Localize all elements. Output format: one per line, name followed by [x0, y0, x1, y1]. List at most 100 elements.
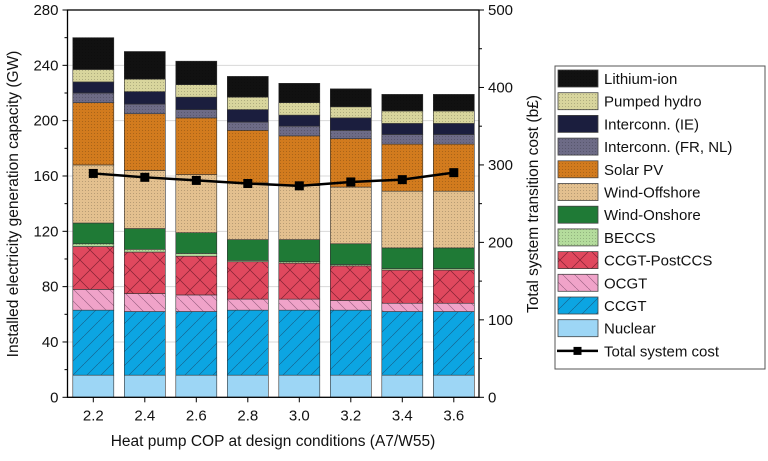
legend-swatch — [557, 115, 599, 133]
bar-segment-pattern — [278, 83, 320, 103]
bar-segment-pattern — [278, 299, 320, 311]
bar-segment-pattern — [227, 122, 269, 131]
bar-segment-pattern — [433, 303, 475, 312]
bar-segment-pattern — [330, 88, 372, 107]
bar-segment-pattern — [227, 182, 269, 240]
bar-segment — [278, 374, 321, 398]
bar-segment — [227, 239, 269, 261]
bar-segment — [329, 117, 372, 131]
bar-segment-pattern — [381, 311, 423, 376]
bar-segment-pattern — [278, 310, 320, 376]
y2-tick-label: 200 — [488, 234, 513, 251]
legend-line-marker — [573, 346, 582, 355]
bar-segment-pattern — [175, 253, 217, 257]
bar-segment — [432, 123, 475, 135]
x-tick-label: 3.4 — [392, 407, 413, 424]
bar-segment-pattern — [433, 94, 475, 111]
total-cost-marker — [346, 177, 356, 187]
legend-swatch — [557, 319, 599, 338]
x-tick-label: 3.0 — [289, 407, 310, 424]
bar-segment-pattern — [278, 102, 320, 116]
total-cost-marker — [88, 168, 98, 178]
bar-segment-pattern — [227, 76, 269, 98]
y2-tick-label: 300 — [488, 157, 513, 174]
bar-segment-pattern — [278, 263, 320, 300]
bar-segment-pattern — [433, 270, 475, 304]
bar-segment-pattern — [381, 270, 423, 304]
x-tick-label: 2.2 — [83, 407, 104, 424]
bar-segment-pattern — [72, 246, 114, 290]
bar-segment-pattern — [124, 113, 166, 171]
x-tick-label: 3.2 — [340, 407, 361, 424]
y-tick-label: 40 — [42, 334, 59, 351]
bar-segment-pattern — [381, 94, 423, 111]
bar-segment-pattern — [227, 260, 269, 262]
bar-segment — [72, 222, 115, 245]
bar-segment — [381, 247, 424, 269]
legend-label: CCGT-PostCCS — [604, 253, 712, 270]
bar-segment — [381, 123, 424, 135]
bar-segment-pattern — [433, 134, 475, 145]
x-axis-label: Heat pump COP at design conditions (A7/W… — [111, 433, 436, 450]
total-cost-marker — [294, 181, 304, 191]
legend-label: Interconn. (IE) — [604, 116, 699, 133]
bar-segment-pattern — [227, 310, 269, 376]
y2-tick-label: 100 — [488, 312, 513, 329]
bar-segment — [278, 239, 321, 263]
bar-segment-pattern — [330, 310, 372, 376]
y-tick-label: 80 — [42, 279, 59, 296]
bar-segment-pattern — [175, 311, 217, 376]
total-cost-marker — [140, 172, 150, 182]
bar-segment-pattern — [381, 268, 423, 271]
legend: Lithium-ion Pumped hydro Interconn. (IE) In… — [554, 65, 766, 370]
bar-segment — [124, 374, 166, 398]
bar-segment — [381, 374, 424, 398]
bar-segment-pattern — [433, 268, 475, 271]
bar-segment — [432, 374, 475, 398]
legend-swatch-pattern — [558, 274, 598, 292]
bars — [72, 37, 475, 398]
y-tick-label: 0 — [50, 389, 58, 406]
bar-segment-pattern — [330, 187, 372, 244]
bar-segment — [124, 228, 166, 250]
x-tick-label: 2.4 — [134, 407, 155, 424]
x-tick-label: 2.6 — [186, 407, 207, 424]
bar-segment-pattern — [278, 185, 320, 240]
legend-swatch-pattern — [558, 297, 598, 314]
bar-segment — [72, 374, 115, 398]
legend-swatch — [557, 205, 599, 224]
y2-tick-label: 400 — [488, 79, 513, 96]
y2-axis-label: Total system transition cost (b£) — [525, 95, 542, 313]
bar-segment-pattern — [124, 51, 166, 80]
bar-segment-pattern — [381, 144, 423, 192]
bar-segment-pattern — [381, 134, 423, 145]
bar-segment — [432, 247, 475, 269]
bar-segment-pattern — [227, 299, 269, 311]
bar-segment-pattern — [433, 110, 475, 124]
bar-segment-pattern — [433, 311, 475, 376]
bar-segment-pattern — [175, 84, 217, 98]
bar-segment-pattern — [124, 311, 166, 376]
legend-swatch-pattern — [558, 228, 598, 246]
y-tick-label: 200 — [33, 113, 58, 130]
bar-segment-pattern — [433, 191, 475, 248]
bar-segment — [124, 91, 166, 105]
bar-segment-pattern — [124, 252, 166, 294]
legend-label: Nuclear — [604, 321, 656, 338]
y-tick-label: 160 — [33, 168, 58, 185]
bar-segment-pattern — [381, 110, 423, 124]
bar-segment-pattern — [72, 310, 114, 376]
legend-label: Wind-Onshore — [604, 207, 701, 224]
y-tick-label: 280 — [33, 2, 58, 19]
bar-segment-pattern — [227, 130, 269, 183]
total-cost-line — [88, 168, 459, 191]
bar-segment — [329, 374, 372, 398]
legend-swatch-pattern — [558, 160, 598, 178]
bar-segment-pattern — [330, 264, 372, 266]
legend-swatch-pattern — [558, 251, 598, 269]
bar-segment-pattern — [227, 261, 269, 300]
bar-segment-pattern — [381, 303, 423, 312]
legend-swatch-pattern — [558, 70, 598, 87]
x-tick-label: 2.8 — [237, 407, 258, 424]
